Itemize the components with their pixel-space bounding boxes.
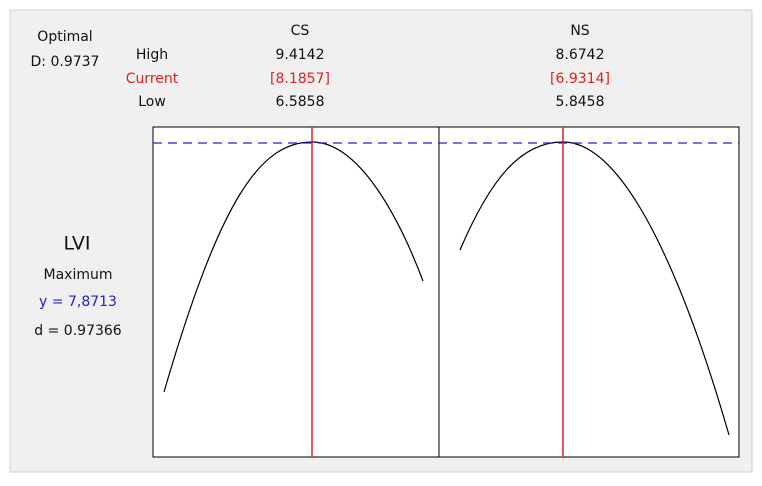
current-label: Current <box>126 71 179 87</box>
factor-name: NS <box>570 23 589 39</box>
factor-low: 6.5858 <box>276 94 325 110</box>
curve-ns <box>459 141 730 436</box>
factor-low: 5.8458 <box>556 94 605 110</box>
optimal-d: D: 0.9737 <box>31 54 100 70</box>
plot-area <box>152 126 740 458</box>
optimal-label: Optimal <box>37 29 92 45</box>
response-goal: Maximum <box>44 267 113 283</box>
factor-current: [6.9314] <box>550 71 610 87</box>
curve-cs <box>163 141 424 393</box>
high-label: High <box>136 47 168 63</box>
factor-high: 8.6742 <box>556 47 605 63</box>
low-label: Low <box>138 94 166 110</box>
factor-name: CS <box>291 23 310 39</box>
response-name: LVI <box>63 233 90 255</box>
response-y: y = 7,8713 <box>39 294 117 310</box>
factor-high: 9.4142 <box>276 47 325 63</box>
factor-current: [8.1857] <box>270 71 330 87</box>
response-d: d = 0.97366 <box>34 323 122 339</box>
